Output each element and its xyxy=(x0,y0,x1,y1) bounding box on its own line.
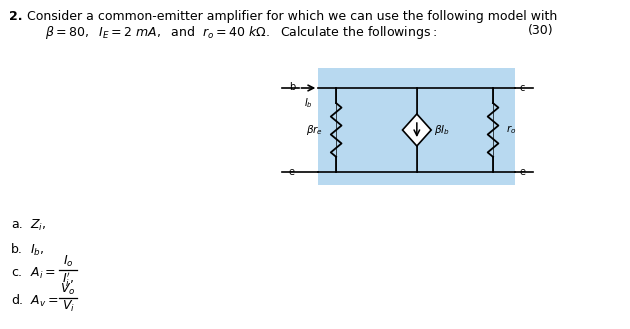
Text: $V_i$: $V_i$ xyxy=(62,299,74,314)
Polygon shape xyxy=(403,114,431,146)
Text: $A_i =$: $A_i =$ xyxy=(30,266,56,281)
Text: $V_o$: $V_o$ xyxy=(60,282,76,297)
Text: $Z_i,$: $Z_i,$ xyxy=(30,218,47,233)
Text: e: e xyxy=(289,167,295,177)
Text: b: b xyxy=(289,82,295,92)
Text: 2.: 2. xyxy=(9,10,23,23)
Text: $\beta r_e$: $\beta r_e$ xyxy=(306,123,323,137)
Text: $I_o$: $I_o$ xyxy=(63,254,74,269)
Text: $A_v =$: $A_v =$ xyxy=(30,294,59,309)
Text: $I_i',$: $I_i',$ xyxy=(62,271,74,289)
Text: d.: d. xyxy=(11,294,23,307)
Text: $I_b,$: $I_b,$ xyxy=(30,243,45,258)
Text: (30): (30) xyxy=(529,24,554,37)
Text: Consider a common-emitter amplifier for which we can use the following model wit: Consider a common-emitter amplifier for … xyxy=(27,10,557,23)
Text: c: c xyxy=(519,83,524,93)
Text: c.: c. xyxy=(11,266,22,279)
Text: e: e xyxy=(519,167,525,177)
Text: a.: a. xyxy=(11,218,23,231)
Text: $\beta = 80,\ \ I_E = 2\ mA,\ \ \mathrm{and}\ \ r_o = 40\ k\Omega.\ \ \mathrm{Ca: $\beta = 80,\ \ I_E = 2\ mA,\ \ \mathrm{… xyxy=(45,24,437,41)
Text: $r_o$: $r_o$ xyxy=(507,124,517,137)
Text: $I_b$: $I_b$ xyxy=(304,96,312,110)
Text: b.: b. xyxy=(11,243,23,256)
Bar xyxy=(318,68,515,185)
Text: $\beta I_b$: $\beta I_b$ xyxy=(434,123,450,137)
